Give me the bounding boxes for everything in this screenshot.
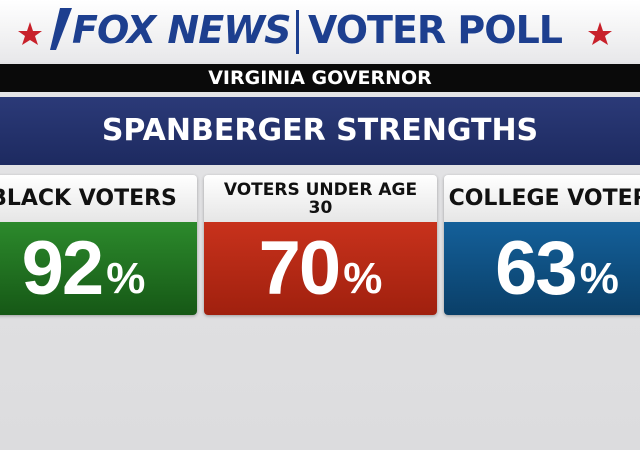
value: 63 (495, 226, 578, 311)
unit: % (579, 253, 619, 303)
value: 70 (258, 226, 342, 311)
card-value: 63% (444, 222, 640, 315)
value: 92 (21, 226, 105, 311)
stat-card: VOTERS UNDER AGE 30 70% (204, 175, 437, 315)
stat-card: COLLEGE VOTERS63% (444, 175, 640, 315)
header-title: VOTER POLL (308, 8, 563, 52)
brand: FOX NEWS (72, 8, 291, 52)
banner: SPANBERGER STRENGTHS (0, 97, 640, 165)
card-label: VOTERS UNDER AGE 30 (204, 175, 437, 222)
card-label: COLLEGE VOTERS (444, 175, 640, 222)
card-label: BLACK VOTERS (0, 175, 197, 222)
unit: % (106, 253, 146, 303)
subtitle: VIRGINIA GOVERNOR (0, 64, 640, 92)
card-value: 92% (0, 222, 197, 315)
stat-card: BLACK VOTERS 92% (0, 175, 197, 315)
star (588, 22, 612, 45)
unit: % (343, 253, 383, 303)
header-decor (18, 8, 612, 50)
logo-mark (50, 8, 72, 50)
header: FOX NEWS VOTER POLL (0, 0, 640, 62)
divider (296, 10, 299, 54)
card-value: 70% (204, 222, 437, 315)
star (18, 22, 42, 45)
